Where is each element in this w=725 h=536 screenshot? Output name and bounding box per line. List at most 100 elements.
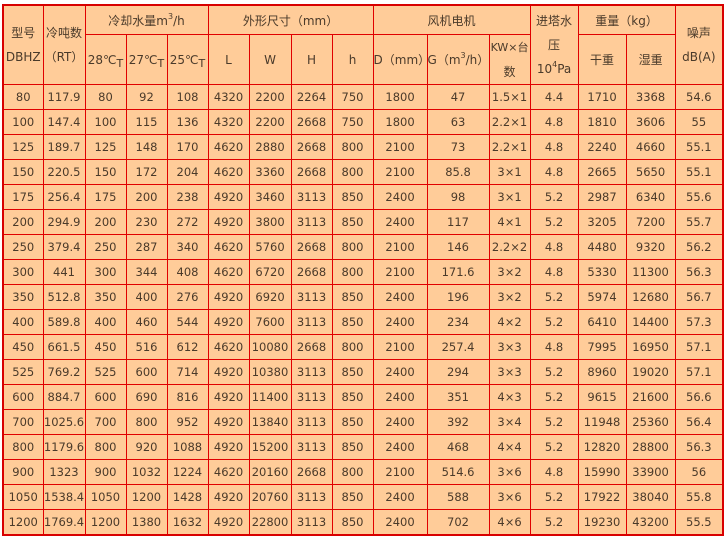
table-cell: 10080: [248, 334, 292, 360]
table-cell: 150: [84, 159, 127, 185]
table-cell: 6920: [248, 284, 292, 310]
table-cell: 2668: [290, 134, 333, 160]
table-cell: 3×6: [488, 459, 531, 485]
table-cell: 1088: [166, 434, 209, 460]
table-cell: 800: [331, 334, 374, 360]
table-cell: 850: [331, 484, 374, 510]
table-cell: 544: [166, 309, 209, 335]
table-cell: 1710: [577, 84, 627, 110]
header-model-label: 型号: [11, 26, 36, 40]
table-cell: 13840: [248, 409, 292, 435]
table-cell: 300: [2, 259, 44, 285]
table-cell: 256.4: [42, 184, 86, 210]
table-cell: 512.8: [42, 284, 86, 310]
table-cell: 2668: [290, 259, 333, 285]
table-cell: 800: [331, 134, 374, 160]
table-cell: 125: [2, 134, 44, 160]
table-cell: 850: [331, 309, 374, 335]
table-cell: 1050: [2, 484, 44, 510]
header-dim-w: W: [248, 34, 292, 85]
table-cell: 250: [84, 234, 127, 260]
table-cell: 55.5: [674, 509, 724, 536]
table-cell: 1810: [577, 109, 627, 135]
table-cell: 234: [426, 309, 490, 335]
header-temp-28: 28℃T: [84, 34, 127, 85]
table-cell: 63: [426, 109, 490, 135]
table-cell: 5.2: [529, 434, 579, 460]
table-cell: 5.2: [529, 284, 579, 310]
header-inlet-pressure-line2: 压: [548, 38, 561, 52]
table-cell: 3113: [290, 184, 333, 210]
table-cell: 148: [125, 134, 168, 160]
header-noise-unit: dB(A): [682, 50, 716, 64]
table-cell: 19230: [577, 509, 627, 536]
table-cell: 1800: [372, 109, 428, 135]
table-cell: 28800: [625, 434, 676, 460]
table-cell: 56.3: [674, 259, 724, 285]
table-cell: 3113: [290, 209, 333, 235]
header-temp-27-label: 27℃: [128, 52, 158, 67]
table-cell: 1050: [84, 484, 127, 510]
table-cell: 4920: [207, 484, 250, 510]
header-dimensions: 外形尺寸（mm）: [207, 4, 374, 35]
table-cell: 200: [125, 184, 168, 210]
cooling-tower-spec-table: 型号 DBHZ 冷吨数 （RT） 冷却水量m3/h 外形尺寸（mm） 风机电机 进塔…: [2, 4, 725, 536]
table-cell: 98: [426, 184, 490, 210]
table-cell: 702: [426, 509, 490, 536]
table-cell: 2668: [290, 334, 333, 360]
table-cell: 400: [84, 309, 127, 335]
table-cell: 80: [2, 84, 44, 110]
table-cell: 4920: [207, 434, 250, 460]
table-row: 450 661.5 450 516 612 4620 10080 2668 800 2100 257…: [2, 334, 724, 360]
table-row: 100 147.4 100 115 136 4320 2200 2668 750 1800 63 2.…: [2, 109, 724, 135]
table-cell: 2668: [290, 459, 333, 485]
table-cell: 800: [84, 434, 127, 460]
table-cell: 4.4: [529, 84, 579, 110]
table-cell: 2987: [577, 184, 627, 210]
table-cell: 55.1: [674, 134, 724, 160]
table-cell: 3×4: [488, 409, 531, 435]
header-inlet-pressure-unit: 10: [536, 62, 553, 76]
header-inlet-pressure-line1: 进塔水: [536, 14, 573, 28]
table-cell: 14400: [625, 309, 676, 335]
table-cell: 3113: [290, 484, 333, 510]
table-cell: 2200: [248, 109, 292, 135]
table-cell: 588: [426, 484, 490, 510]
table-cell: 272: [166, 209, 209, 235]
table-cell: 850: [331, 184, 374, 210]
table-cell: 344: [125, 259, 168, 285]
table-cell: 73: [426, 134, 490, 160]
table-cell: 55.6: [674, 184, 724, 210]
table-cell: 350: [2, 284, 44, 310]
table-cell: 1025.6: [42, 409, 86, 435]
table-cell: 2100: [372, 134, 428, 160]
table-row: 125 189.7 125 148 170 4620 2880 2668 800 2100 73 2.…: [2, 134, 724, 160]
table-cell: 204: [166, 159, 209, 185]
table-row: 300 441 300 344 408 4620 6720 2668 800 2100 171.6 3…: [2, 259, 724, 285]
table-cell: 200: [84, 209, 127, 235]
table-cell: 294.9: [42, 209, 86, 235]
table-cell: 80: [84, 84, 127, 110]
table-cell: 43200: [625, 509, 676, 536]
table-cell: 4.8: [529, 109, 579, 135]
header-temp-28-label: 28℃: [87, 52, 117, 67]
table-cell: 5.2: [529, 359, 579, 385]
header-dry-weight: 干重: [577, 34, 627, 85]
table-cell: 57.1: [674, 334, 724, 360]
table-cell: 136: [166, 109, 209, 135]
table-cell: 661.5: [42, 334, 86, 360]
table-cell: 4.8: [529, 134, 579, 160]
table-cell: 3×2: [488, 284, 531, 310]
table-cell: 147.4: [42, 109, 86, 135]
table-cell: 2100: [372, 259, 428, 285]
table-cell: 257.4: [426, 334, 490, 360]
header-model-code: DBHZ: [5, 50, 41, 64]
table-cell: 4920: [207, 284, 250, 310]
table-row: 200 294.9 200 230 272 4920 3800 3113 850 2400 117 4…: [2, 209, 724, 235]
table-cell: 2400: [372, 484, 428, 510]
table-cell: 9615: [577, 384, 627, 410]
table-cell: 11948: [577, 409, 627, 435]
table-cell: 714: [166, 359, 209, 385]
table-cell: 230: [125, 209, 168, 235]
table-cell: 351: [426, 384, 490, 410]
